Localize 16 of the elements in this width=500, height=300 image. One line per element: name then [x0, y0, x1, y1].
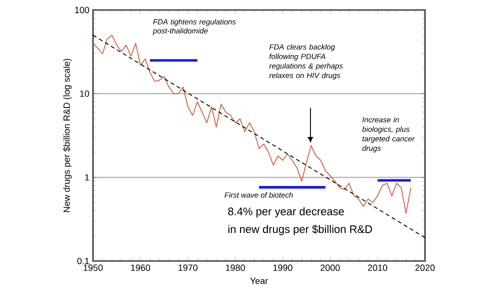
x-tick-label: 2010	[368, 264, 388, 271]
annotation: 8.4% per year decrease	[228, 207, 344, 218]
y-axis-title: New drugs per $billion R&D (log scale)	[63, 58, 72, 212]
y-tick-label: 100	[75, 6, 90, 14]
x-tick-label: 1980	[226, 264, 245, 271]
x-axis-title: Year	[250, 278, 268, 284]
x-tick-label: 1960	[131, 264, 150, 271]
x-tick-label: 2000	[320, 264, 340, 271]
x-tick-label: 1990	[273, 264, 292, 271]
x-tick-label: 2020	[415, 264, 435, 271]
x-tick-label: 1970	[178, 264, 198, 271]
y-tick-label: 1	[85, 174, 90, 180]
annotation: in new drugs per $billion R&D	[228, 224, 372, 236]
x-tick-label: 1950	[84, 264, 103, 271]
y-tick-label: 10	[80, 90, 90, 97]
y-tick-label: 0.1	[77, 258, 90, 264]
